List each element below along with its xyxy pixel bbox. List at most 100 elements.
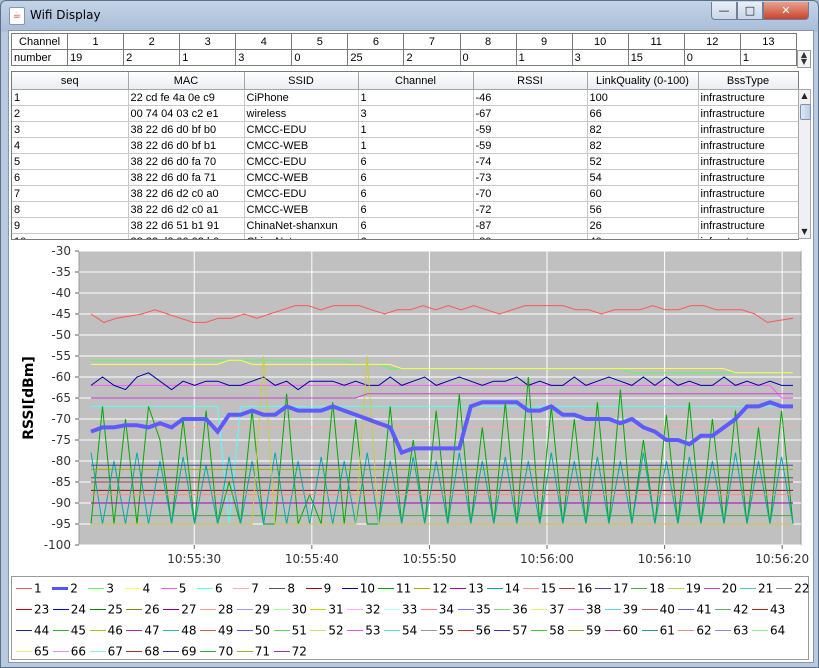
x-tick-label: 10:56:20 <box>755 552 809 566</box>
y-tick-label: -50 <box>51 328 71 342</box>
scroll-up-arrow-icon[interactable]: ▲ <box>801 91 808 100</box>
legend-item: 33 <box>384 602 417 618</box>
legend-label: 5 <box>178 581 187 596</box>
channel-table-spinner[interactable]: ▲ ▼ <box>797 50 811 68</box>
legend-label: 26 <box>144 602 160 617</box>
legend-label: 69 <box>181 644 197 659</box>
legend-swatch <box>715 609 732 610</box>
channel-count-cell: 2 <box>123 49 181 66</box>
table-row[interactable]: 5 38 22 d6 d0 fa 70 CMCC-EDU 6 -74 52 infrastr… <box>12 153 798 170</box>
table-cell: 26 <box>587 217 699 234</box>
legend-item: 1 <box>16 581 42 597</box>
legend-swatch <box>200 651 216 652</box>
legend-swatch <box>531 630 548 631</box>
legend-item: 50 <box>236 623 270 639</box>
legend-label: 18 <box>649 581 665 596</box>
legend-label: 57 <box>512 623 528 638</box>
legend-swatch <box>641 609 658 610</box>
table-row[interactable]: 7 38 22 d6 d2 c0 a0 CMCC-EDU 6 -70 60 infrastr… <box>12 185 798 202</box>
legend-swatch <box>89 651 106 652</box>
column-header-mac[interactable]: MAC <box>128 72 245 90</box>
close-button[interactable]: ✕ <box>763 2 809 20</box>
table-cell: CMCC-EDU <box>244 121 359 138</box>
column-header-linkquality[interactable]: LinkQuality (0-100) <box>587 72 699 90</box>
legend-swatch <box>273 651 290 652</box>
legend-swatch <box>269 588 286 589</box>
table-cell: infrastructure <box>698 217 798 234</box>
legend-item: 44 <box>16 623 49 639</box>
legend-swatch <box>450 588 467 589</box>
column-header-channel[interactable]: Channel <box>358 72 474 90</box>
y-tick-label: -85 <box>51 475 71 489</box>
y-tick-label: -40 <box>51 286 71 300</box>
table-row[interactable]: 1038 22 d6 00 02 b0ChinaNet6-8040infrast… <box>12 233 798 239</box>
title-bar[interactable]: ☕ Wifi Display — □ ✕ <box>1 1 818 29</box>
x-tick-label: 10:55:50 <box>402 552 456 566</box>
maximize-button[interactable]: □ <box>737 2 763 20</box>
legend-label: 25 <box>107 602 123 617</box>
table-cell: 6 <box>12 169 129 186</box>
legend-swatch <box>740 588 756 589</box>
legend-item: 25 <box>89 602 123 618</box>
table-row[interactable]: 8 38 22 d6 d2 c0 a1 CMCC-WEB 6 -72 56 infrastr… <box>12 201 798 218</box>
column-header-rssi[interactable]: RSSI <box>473 72 588 90</box>
channel-header-cell: 12 <box>683 33 741 50</box>
legend-item: 31 <box>310 602 344 618</box>
column-header-bsstype[interactable]: BssType <box>698 72 798 90</box>
legend-item: 30 <box>273 602 307 618</box>
series-line-14 <box>90 452 794 525</box>
table-cell: -70 <box>473 185 588 202</box>
column-header-ssid[interactable]: SSID <box>244 72 359 90</box>
legend-label: 28 <box>218 602 234 617</box>
number-row: number 19 2 1 3 0 25 2 0 1 3 15 0 1 <box>10 49 798 66</box>
legend-label: 30 <box>291 602 307 617</box>
table-row[interactable]: 1 22 cd fe 4a 0e c9 CiPhone 1 -46 100 infrastr… <box>12 89 798 106</box>
legend-swatch <box>341 588 358 589</box>
table-cell: 7 <box>12 185 129 202</box>
legend-swatch <box>752 630 768 631</box>
table-cell: infrastructure <box>698 169 798 186</box>
channel-table: Channel 1 2 3 4 5 6 7 8 9 10 11 12 13 number 19 2 1 3 0 25 2… <box>10 33 798 66</box>
wifi-table-viewport[interactable]: seq MAC SSID Channel RSSI LinkQuality (0-100)… <box>11 71 799 240</box>
rssi-chart-svg: -30 -35 -40 -45 -50 -55 -60 -65 -70 -75 -80 -85 -90 -… <box>21 244 809 566</box>
legend-label: 6 <box>215 581 223 596</box>
wifi-table-scrollbar[interactable]: ▲ ▼ <box>798 89 811 239</box>
legend-swatch <box>667 588 684 589</box>
channel-header-cell: 5 <box>291 33 349 50</box>
legend-swatch <box>163 609 180 610</box>
column-header-seq[interactable]: seq <box>12 72 129 90</box>
legend-swatch <box>420 609 437 610</box>
legend-swatch <box>715 630 732 631</box>
legend-item: 64 <box>752 623 785 639</box>
table-cell: 9 <box>12 217 129 234</box>
legend-label: 27 <box>181 602 197 617</box>
table-row[interactable]: 3 38 22 d6 d0 bf b0 CMCC-EDU 1 -59 82 infrastr… <box>12 121 798 138</box>
minimize-button[interactable]: — <box>711 2 737 20</box>
java-icon: ☕ <box>9 7 25 25</box>
y-tick-label: -35 <box>51 265 71 279</box>
legend-item: 12 <box>414 581 447 597</box>
legend-item: 21 <box>740 581 773 597</box>
legend-item: 16 <box>559 581 592 597</box>
channel-count-cell: 2 <box>403 49 461 66</box>
table-cell: infrastructure <box>698 121 798 138</box>
scroll-thumb[interactable] <box>800 104 811 120</box>
table-row[interactable]: 6 38 22 d6 d0 fa 71 CMCC-WEB 6 -73 54 infrastr… <box>12 169 798 186</box>
legend-item: 57 <box>494 623 528 639</box>
number-row-label: number <box>10 49 69 66</box>
table-row[interactable]: 4 38 22 d6 d0 bf b1 CMCC-WEB 1 -59 82 infrastr… <box>12 137 798 154</box>
legend-item: 27 <box>163 602 196 618</box>
table-cell: CiPhone <box>244 89 359 106</box>
legend-item: 9 <box>305 581 331 597</box>
table-row[interactable]: 2 00 74 04 03 c2 e1 wireless 3 -67 66 infrastr… <box>12 105 798 122</box>
legend-swatch <box>752 609 768 610</box>
table-cell: 1 <box>358 121 474 138</box>
legend-label: 70 <box>218 644 234 659</box>
scroll-down-arrow-icon[interactable]: ▼ <box>801 227 808 236</box>
legend-item: 29 <box>236 602 270 618</box>
table-row[interactable]: 9 38 22 d6 51 b1 91 ChinaNet-shanxun 6 -87 26… <box>12 217 798 234</box>
legend-label: 13 <box>468 581 484 596</box>
legend-swatch <box>16 588 32 589</box>
legend-item: 6 <box>197 581 223 597</box>
legend-item: 28 <box>200 602 233 618</box>
